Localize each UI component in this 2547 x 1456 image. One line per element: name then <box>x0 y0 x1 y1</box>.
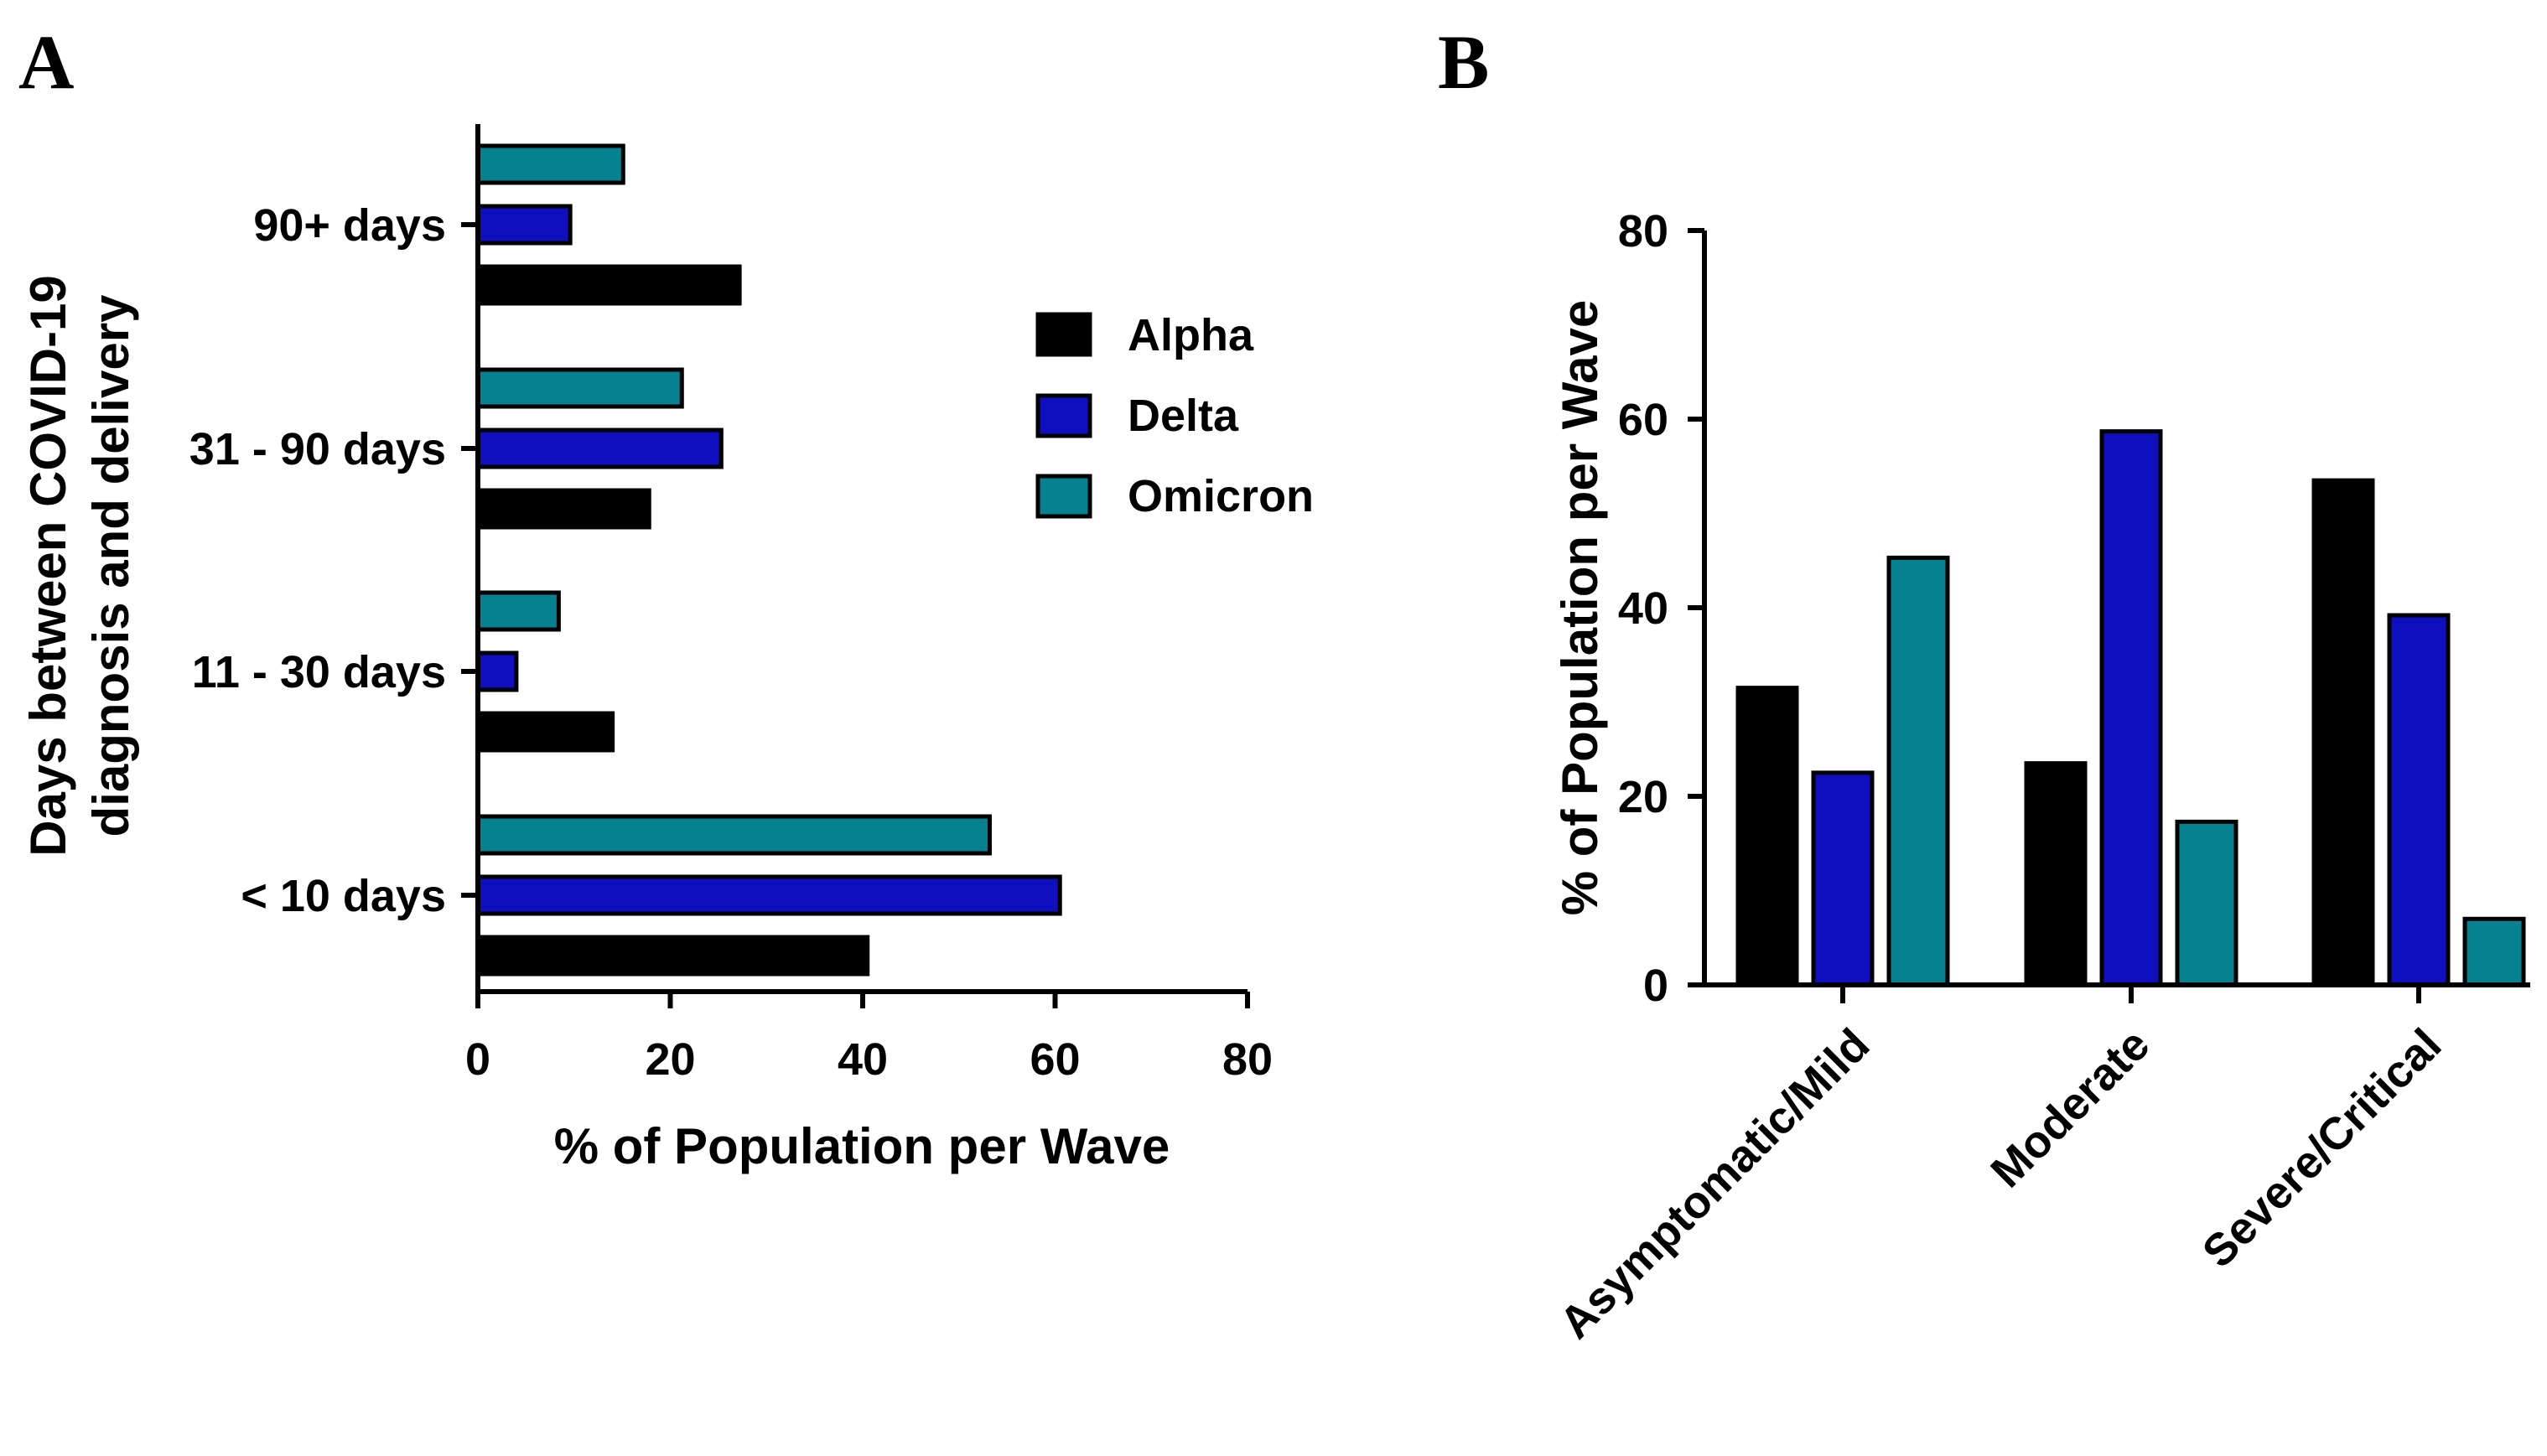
panel-b-chart: 0 20 40 60 80 Asymptomatic/Mild Moderate Sever… <box>1550 206 2530 1349</box>
panel-a-y-axis-title-line-1: Days between COVID-19 <box>20 275 76 857</box>
tick-label-b-y-20: 20 <box>1618 772 1668 822</box>
bar-a-alpha-10-days <box>475 935 870 977</box>
panel-a-chart: < 10 days 11 - 30 days 31 - 90 days 90+ day… <box>20 124 1314 1174</box>
legend-swatch-delta <box>1035 393 1092 438</box>
bar-b-alpha-moderate <box>2024 761 2088 987</box>
tick-label-a-x-40: 40 <box>838 1034 888 1085</box>
legend: Alpha Delta Omicron <box>1035 310 1314 521</box>
tick-label-b-asymptomatic-mild: Asymptomatic/Mild <box>1550 1019 1879 1348</box>
bar-a-omicron-10-days <box>475 814 992 856</box>
bar-b-omicron-moderate <box>2175 819 2238 987</box>
bar-a-delta-10-days <box>475 874 1062 916</box>
tick-label-a-x-20: 20 <box>645 1034 695 1085</box>
panel-b-bars <box>1735 429 2526 987</box>
panel-b-x-ticks: Asymptomatic/Mild Moderate Severe/Critical <box>1550 985 2451 1349</box>
tick-label-a-10-days: < 10 days <box>241 871 446 921</box>
tick-label-b-severe-critical: Severe/Critical <box>2193 1019 2451 1277</box>
bar-a-delta-31-90-days <box>475 427 724 469</box>
panel-a-y-axis-title-line-2: diagnosis and delivery <box>83 294 139 837</box>
bar-a-omicron-90-days <box>475 143 625 185</box>
bar-a-omicron-11-30-days <box>475 590 561 632</box>
tick-label-a-11-30-days: 11 - 30 days <box>192 647 446 697</box>
bar-b-omicron-asymptomatic-mild <box>1886 555 1950 987</box>
tick-label-a-90-days: 90+ days <box>253 200 446 251</box>
legend-label-omicron: Omicron <box>1128 471 1314 521</box>
tick-label-a-x-80: 80 <box>1222 1034 1273 1085</box>
tick-label-b-y-80: 80 <box>1618 206 1668 256</box>
bar-b-delta-asymptomatic-mild <box>1811 770 1875 987</box>
tick-label-a-31-90-days: 31 - 90 days <box>189 424 446 474</box>
bar-b-alpha-severe-critical <box>2311 478 2375 987</box>
bar-a-omicron-31-90-days <box>475 367 684 409</box>
tick-label-b-y-0: 0 <box>1643 961 1668 1011</box>
bar-b-delta-severe-critical <box>2387 613 2451 987</box>
tick-label-a-x-60: 60 <box>1030 1034 1080 1085</box>
bar-b-omicron-severe-critical <box>2462 916 2526 987</box>
bar-a-delta-11-30-days <box>475 650 519 692</box>
tick-label-b-y-40: 40 <box>1618 583 1668 634</box>
legend-swatch-omicron <box>1035 474 1092 519</box>
legend-label-alpha: Alpha <box>1128 310 1254 360</box>
panel-a-x-ticks: 0 20 40 60 80 <box>465 992 1273 1085</box>
legend-swatch-alpha <box>1035 312 1092 357</box>
bar-b-alpha-asymptomatic-mild <box>1735 686 1799 987</box>
bar-b-delta-moderate <box>2099 429 2163 987</box>
panel-a-y-ticks: < 10 days 11 - 30 days 31 - 90 days 90+ day… <box>189 200 478 921</box>
panel-a-label: A <box>18 19 74 105</box>
tick-label-a-x-0: 0 <box>465 1034 490 1085</box>
tick-label-b-y-60: 60 <box>1618 395 1668 445</box>
panel-b-y-ticks: 0 20 40 60 80 <box>1618 206 1704 1011</box>
tick-label-b-moderate: Moderate <box>1981 1019 2159 1197</box>
panel-b-y-axis-title: % of Population per Wave <box>1552 300 1608 916</box>
panel-b-label: B <box>1438 19 1489 105</box>
panel-a-x-axis-title: % of Population per Wave <box>554 1118 1170 1174</box>
panel-a-bars <box>475 143 1062 977</box>
legend-label-delta: Delta <box>1128 391 1239 441</box>
bar-a-alpha-90-days <box>475 264 742 306</box>
bar-a-alpha-11-30-days <box>475 711 615 753</box>
bar-a-alpha-31-90-days <box>475 488 651 530</box>
bar-a-delta-90-days <box>475 204 573 246</box>
